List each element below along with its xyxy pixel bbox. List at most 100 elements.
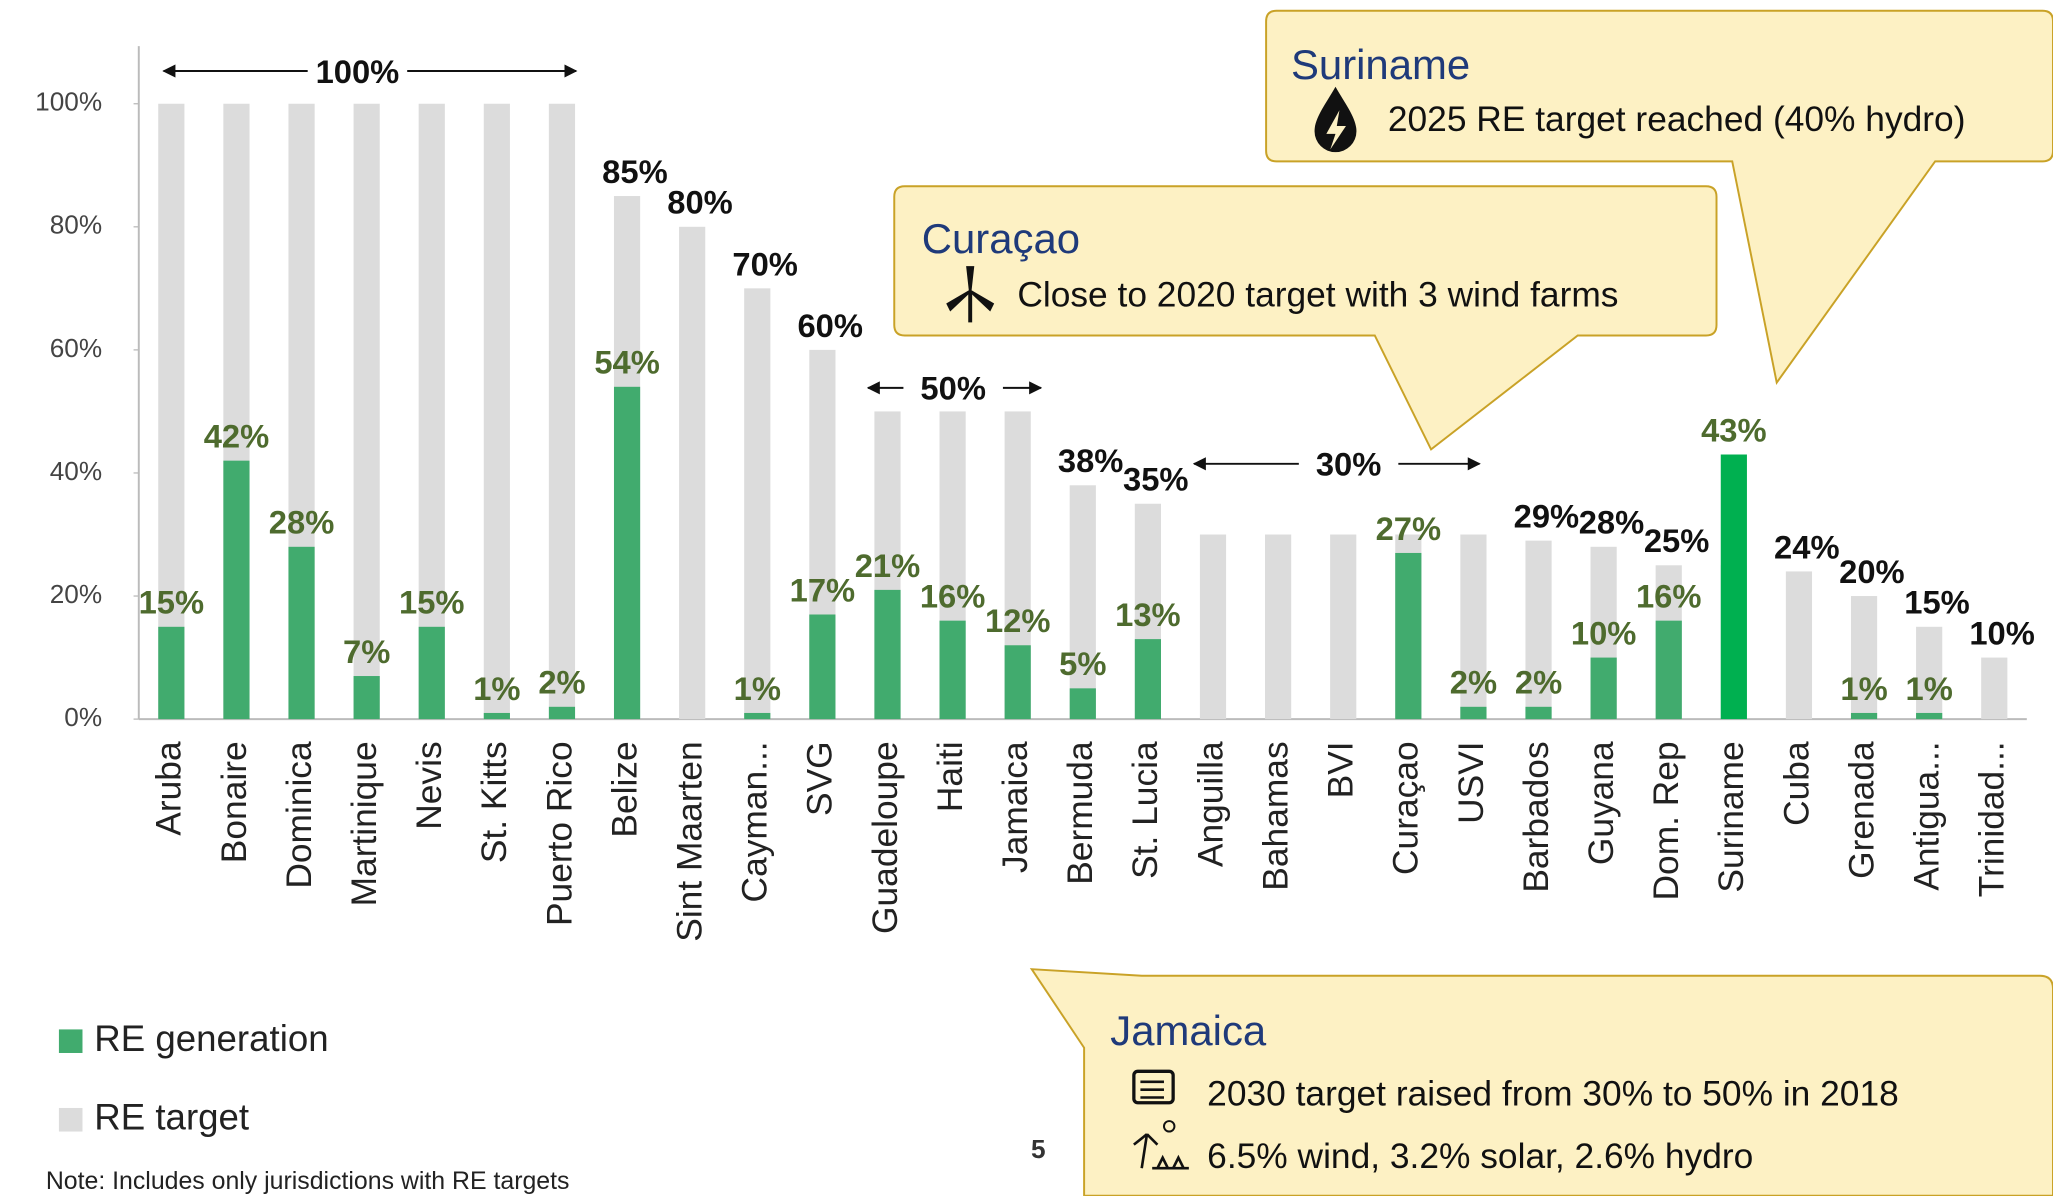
callout-title: Jamaica bbox=[1110, 1007, 1267, 1054]
value-label: 1% bbox=[473, 670, 520, 707]
x-tick-label: Bonaire bbox=[215, 741, 254, 863]
x-tick-label: Grenada bbox=[1842, 741, 1881, 879]
bar bbox=[1850, 596, 1878, 720]
x-tick-label: Anguilla bbox=[1191, 741, 1230, 867]
y-tick-label: 60% bbox=[50, 333, 102, 363]
x-tick-label: Aruba bbox=[150, 741, 189, 836]
bar bbox=[1850, 712, 1878, 720]
value-label: 85% bbox=[602, 153, 668, 190]
bar bbox=[1525, 540, 1552, 720]
value-label: 35% bbox=[1123, 461, 1189, 498]
bar bbox=[1525, 706, 1552, 720]
value-label: 42% bbox=[204, 418, 270, 455]
x-tick-label: Guadeloupe bbox=[866, 741, 905, 934]
value-label: 2% bbox=[1450, 664, 1497, 701]
bar bbox=[353, 103, 380, 720]
bar bbox=[1981, 657, 2008, 720]
x-tick-label: Puerto Rico bbox=[540, 741, 579, 926]
y-tick-label: 100% bbox=[35, 87, 102, 117]
value-label: 20% bbox=[1839, 553, 1905, 590]
bar bbox=[939, 620, 966, 720]
bar bbox=[1330, 534, 1357, 720]
value-label: 15% bbox=[399, 584, 465, 621]
value-label: 2% bbox=[1515, 664, 1562, 701]
x-tick-label: Jamaica bbox=[996, 741, 1035, 873]
x-tick-label: Cayman... bbox=[736, 741, 775, 902]
bar bbox=[1720, 454, 1747, 720]
x-tick-label: Sint Maarten bbox=[671, 741, 710, 941]
bar bbox=[418, 626, 445, 720]
bar bbox=[1265, 534, 1292, 720]
value-label: 70% bbox=[732, 245, 798, 282]
callout-title: Suriname bbox=[1291, 41, 1470, 88]
group-label: 50% bbox=[920, 370, 986, 407]
icon-turbine bbox=[946, 266, 995, 312]
x-tick-label: BVI bbox=[1322, 741, 1361, 798]
x-tick-label: Belize bbox=[605, 741, 644, 837]
bar bbox=[483, 712, 510, 720]
value-label: 16% bbox=[1636, 578, 1702, 615]
x-tick-label: Cuba bbox=[1777, 741, 1816, 826]
value-label: 5% bbox=[1059, 645, 1106, 682]
x-tick-label: Martinique bbox=[345, 741, 384, 906]
x-tick-label: Dom. Rep bbox=[1647, 741, 1686, 900]
x-tick-label: St. Kitts bbox=[475, 741, 514, 863]
value-label: 43% bbox=[1701, 411, 1766, 448]
value-label: 28% bbox=[269, 504, 335, 541]
value-label: 54% bbox=[594, 344, 660, 381]
value-label: 15% bbox=[139, 584, 205, 621]
bar bbox=[1199, 534, 1227, 720]
value-label: 17% bbox=[790, 571, 856, 608]
bar bbox=[874, 589, 901, 720]
value-label: 80% bbox=[667, 184, 733, 221]
bar bbox=[548, 103, 576, 720]
x-tick-label: Bermuda bbox=[1061, 741, 1100, 885]
callout-title: Curaçao bbox=[922, 215, 1080, 262]
bar bbox=[744, 712, 771, 720]
bar bbox=[288, 546, 315, 720]
x-tick-label: Dominica bbox=[280, 741, 319, 889]
bar bbox=[1460, 706, 1487, 720]
callout-line: Close to 2020 target with 3 wind farms bbox=[1017, 276, 1618, 315]
bar bbox=[1069, 485, 1096, 720]
note: Note: Includes only jurisdictions with R… bbox=[46, 1167, 570, 1195]
page-number: 5 bbox=[1031, 1134, 1046, 1164]
bar bbox=[353, 676, 380, 720]
value-label: 1% bbox=[1906, 670, 1953, 707]
bar bbox=[1069, 688, 1096, 720]
bar bbox=[1395, 552, 1422, 720]
callout-line: 2030 target raised from 30% to 50% in 20… bbox=[1207, 1074, 1899, 1113]
icon-document bbox=[1132, 1069, 1175, 1105]
x-tick-label: SVG bbox=[801, 741, 840, 816]
value-label: 13% bbox=[1115, 596, 1181, 633]
callout: Suriname 2025 RE target reached (40% hydr… bbox=[1265, 9, 2053, 386]
callout-line: 6.5% wind, 3.2% solar, 2.6% hydro bbox=[1207, 1137, 1753, 1176]
callout-line: 2025 RE target reached (40% hydro) bbox=[1388, 100, 1966, 139]
group-label: 30% bbox=[1316, 446, 1381, 483]
value-label: 1% bbox=[1840, 670, 1887, 707]
callout-box bbox=[1265, 9, 2053, 386]
bar bbox=[679, 226, 706, 720]
bar bbox=[1590, 657, 1617, 720]
x-tick-label: Bahamas bbox=[1256, 741, 1295, 890]
value-label: 21% bbox=[855, 547, 921, 584]
icon-energy bbox=[1133, 1133, 1189, 1170]
bar bbox=[1460, 534, 1487, 720]
legend-swatch bbox=[58, 1029, 83, 1053]
bar bbox=[1916, 626, 1943, 720]
value-label: 7% bbox=[343, 633, 390, 670]
value-label: 24% bbox=[1774, 528, 1840, 565]
bar bbox=[809, 614, 836, 720]
value-label: 16% bbox=[920, 578, 986, 615]
bar bbox=[483, 103, 510, 720]
bar bbox=[1655, 620, 1682, 720]
callout-box bbox=[1029, 968, 2053, 1196]
x-tick-label: Trinidad... bbox=[1973, 741, 2012, 897]
y-tick-label: 20% bbox=[50, 579, 102, 609]
y-tick-label: 40% bbox=[50, 456, 102, 486]
x-tick-label: Suriname bbox=[1712, 741, 1751, 892]
callout: Curaçao Close to 2020 target with 3 wind … bbox=[893, 185, 1718, 451]
bar bbox=[418, 103, 445, 720]
